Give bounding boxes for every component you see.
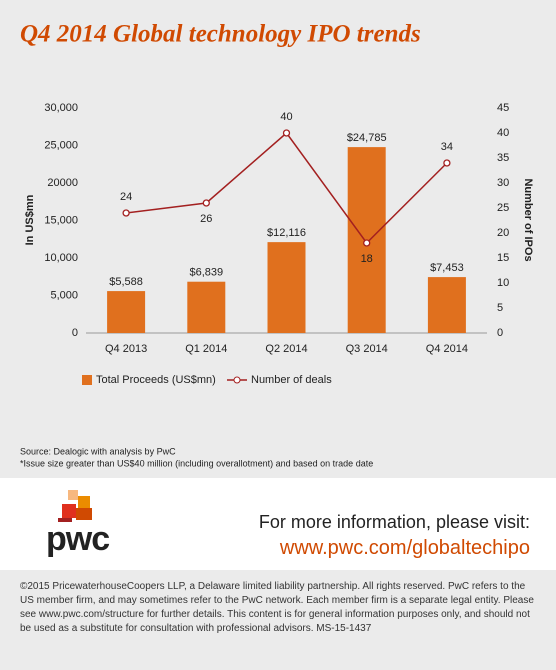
line-label: 34 bbox=[441, 141, 453, 153]
cta-text: For more information, please visit: bbox=[258, 512, 530, 532]
cta: For more information, please visit: www.… bbox=[259, 512, 530, 560]
line-label: 40 bbox=[280, 111, 292, 123]
bar bbox=[187, 281, 226, 333]
y-tick-label: 0 bbox=[72, 327, 78, 339]
y2-tick-label: 5 bbox=[497, 302, 503, 314]
y-tick-label: 5,000 bbox=[50, 289, 78, 301]
y-tick-label: 15,000 bbox=[44, 214, 78, 226]
y2-tick-label: 25 bbox=[497, 202, 509, 214]
y-tick-label: 25,000 bbox=[44, 139, 78, 151]
logo-mark bbox=[58, 490, 92, 522]
legend-swatch bbox=[82, 375, 92, 385]
line-label: 26 bbox=[200, 213, 212, 225]
x-tick-label: Q3 2014 bbox=[346, 343, 388, 355]
legend-marker bbox=[233, 376, 241, 384]
legend-label: Number of deals bbox=[251, 374, 332, 386]
footnote: *Issue size greater than US$40 million (… bbox=[20, 458, 373, 468]
y2-tick-label: 10 bbox=[497, 277, 509, 289]
line-marker bbox=[202, 199, 210, 207]
y2-tick-label: 15 bbox=[497, 252, 509, 264]
copyright: ©2015 PricewaterhouseCoopers LLP, a Dela… bbox=[20, 581, 534, 634]
line-label: 18 bbox=[361, 253, 373, 265]
chart-title: Q4 2014 Global technology IPO trends bbox=[20, 21, 421, 48]
x-tick-label: Q1 2014 bbox=[185, 343, 227, 355]
chart: Q4 2014 Global technology IPO trends In … bbox=[20, 21, 534, 469]
y-tick-label: 20000 bbox=[47, 177, 78, 189]
bar bbox=[267, 242, 306, 333]
y-tick-label: 10,000 bbox=[44, 252, 78, 264]
line-marker bbox=[282, 129, 291, 137]
line-marker bbox=[363, 239, 371, 247]
legend-label: Total Proceeds (US$mn) bbox=[96, 374, 216, 386]
y2-tick-label: 45 bbox=[497, 102, 509, 114]
y2-tick-label: 40 bbox=[497, 127, 509, 139]
y-axis-label: In US$mn bbox=[24, 194, 36, 245]
line-marker bbox=[443, 159, 451, 167]
y2-tick-label: 30 bbox=[497, 177, 509, 189]
y2-tick-label: 35 bbox=[497, 152, 509, 164]
bar-label: $6,839 bbox=[189, 267, 223, 279]
logo: pwc bbox=[46, 520, 110, 558]
bar bbox=[427, 277, 466, 333]
bar bbox=[107, 291, 146, 333]
x-tick-label: Q2 2014 bbox=[265, 343, 307, 355]
y2-tick-label: 20 bbox=[497, 227, 509, 239]
bar-label: $24,785 bbox=[347, 132, 387, 144]
bar-label: $7,453 bbox=[430, 262, 464, 274]
x-tick-label: Q4 2013 bbox=[105, 343, 147, 355]
y-tick-label: 30,000 bbox=[44, 102, 78, 114]
y2-axis-label: Number of IPOs bbox=[522, 178, 534, 261]
bar-label: $5,588 bbox=[109, 276, 143, 288]
source: Source: Dealogic with analysis by PwC bbox=[20, 446, 176, 456]
line-label: 24 bbox=[120, 191, 132, 203]
line-marker bbox=[122, 209, 130, 217]
y2-tick-label: 0 bbox=[497, 327, 503, 339]
cta-url[interactable]: www.pwc.com/globaltechipo bbox=[279, 537, 530, 559]
cta-band: pwc For more information, please visit: … bbox=[0, 478, 556, 570]
x-tick-label: Q4 2014 bbox=[426, 343, 468, 355]
bar-label: $12,116 bbox=[267, 227, 306, 239]
